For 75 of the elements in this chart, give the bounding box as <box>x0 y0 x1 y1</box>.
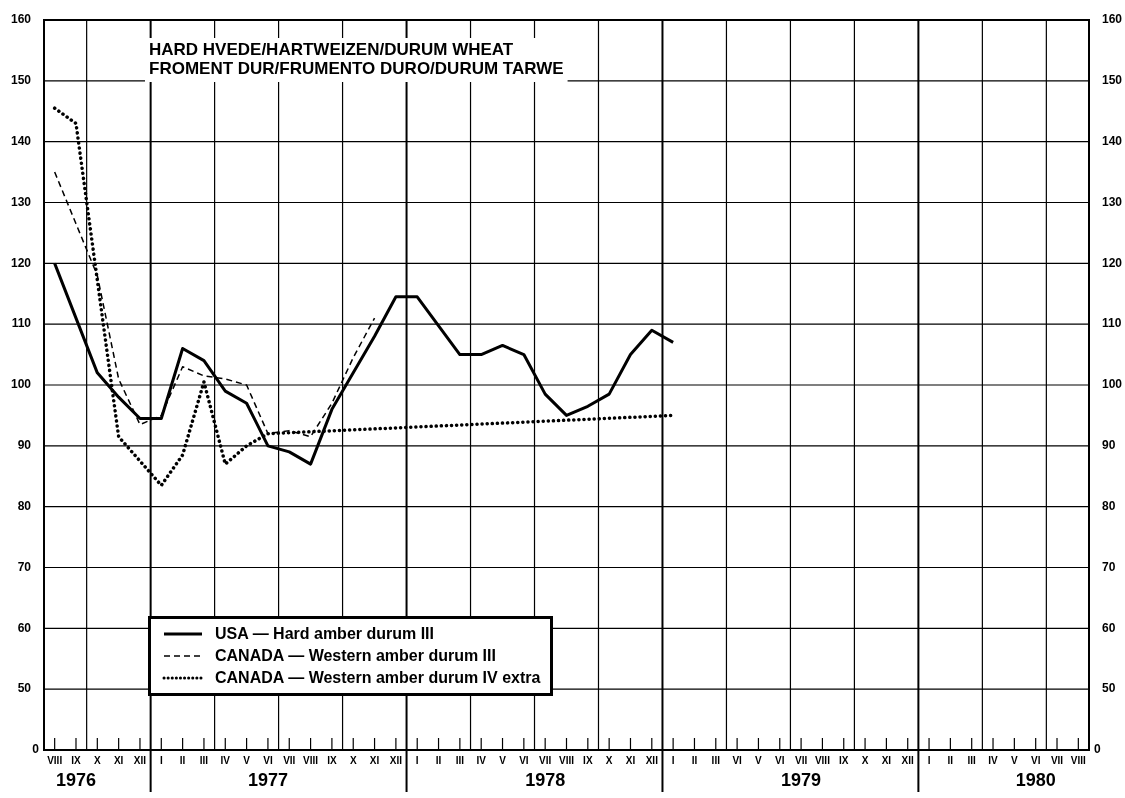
x-tick-label: V <box>499 754 507 766</box>
y2-tick-label: 110 <box>1102 316 1122 331</box>
y-tick-label: 60 <box>17 620 32 635</box>
x-tick-label: III <box>711 754 721 766</box>
x-tick-label: VIII <box>558 754 575 766</box>
x-tick-label: XI <box>881 754 892 766</box>
y-tick-label: 100 <box>10 377 32 392</box>
x-tick-label: II <box>435 754 442 766</box>
y-tick-label: 80 <box>17 498 32 513</box>
x-tick-label: I <box>927 754 931 766</box>
x-tick-label: XI <box>113 754 124 766</box>
y-tick-label: 50 <box>17 681 32 696</box>
x-tick-label: II <box>179 754 186 766</box>
y2-tick-label: 140 <box>1102 133 1123 148</box>
x-tick-label: IV <box>988 754 999 766</box>
y-tick-label: 120 <box>10 255 32 270</box>
x-tick-label: VI <box>519 754 529 766</box>
y-tick-label: 140 <box>10 133 32 148</box>
x-tick-label: I <box>415 754 419 766</box>
x-tick-label: I <box>671 754 675 766</box>
x-tick-label: V <box>243 754 251 766</box>
x-tick-label: X <box>93 754 101 766</box>
x-tick-label: VI <box>732 754 743 766</box>
x-tick-label: XII <box>389 754 403 766</box>
x-tick-label: VIII <box>814 754 831 766</box>
y2-tick-label: 70 <box>1102 559 1116 574</box>
text: 0 <box>1094 742 1101 757</box>
legend-label: CANADA — Western amber durum III <box>215 646 496 666</box>
x-tick-label: XII <box>133 754 147 766</box>
x-tick-label: X <box>605 754 613 766</box>
x-tick-label: XII <box>645 754 659 766</box>
x-tick-label: XII <box>901 754 915 766</box>
x-tick-label: VII <box>283 754 296 766</box>
x-tick-label: VIII <box>47 754 63 766</box>
text: FROMENT DUR/FRUMENTO DURO/DURUM TARWE <box>149 58 564 78</box>
text: 0 <box>32 742 40 757</box>
x-tick-label: IV <box>220 754 231 766</box>
y-tick-label: 110 <box>11 316 32 331</box>
x-tick-label: III <box>967 754 977 766</box>
x-tick-label: I <box>159 754 163 766</box>
y2-tick-label: 120 <box>1102 255 1123 270</box>
x-tick-label: VI <box>775 754 785 766</box>
x-tick-label: IV <box>476 754 487 766</box>
x-tick-label: IX <box>583 754 593 766</box>
legend-label: USA — Hard amber durum III <box>215 624 434 644</box>
x-tick-label: IX <box>327 754 337 766</box>
legend-label: CANADA — Western amber durum IV extra <box>215 668 541 688</box>
y2-tick-label: 60 <box>1102 620 1116 635</box>
x-tick-label: IX <box>839 754 849 766</box>
y2-tick-label: 90 <box>1102 438 1116 453</box>
x-tick-label: III <box>455 754 465 766</box>
x-tick-label: X <box>861 754 869 766</box>
y-tick-label: 150 <box>10 73 32 88</box>
y2-tick-label: 160 <box>1102 12 1123 27</box>
x-tick-label: V <box>1011 754 1019 766</box>
y-tick-label: 90 <box>17 438 32 453</box>
x-tick-label: XI <box>369 754 380 766</box>
x-tick-label: III <box>199 754 209 766</box>
y-tick-label: 160 <box>10 12 32 27</box>
y-tick-label: 70 <box>17 559 32 574</box>
x-tick-label: V <box>755 754 763 766</box>
y2-tick-label: 80 <box>1102 498 1116 513</box>
y2-tick-label: 50 <box>1102 681 1116 696</box>
x-tick-label: VIII <box>303 754 319 766</box>
y2-tick-label: 150 <box>1102 73 1123 88</box>
x-tick-label: II <box>947 754 954 766</box>
y-tick-label: 130 <box>10 194 32 209</box>
y2-tick-label: 100 <box>1102 377 1123 392</box>
x-tick-label: VII <box>1050 754 1064 766</box>
x-tick-label: X <box>349 754 357 766</box>
x-tick-label: VIII <box>1070 754 1087 766</box>
x-tick-label: XI <box>625 754 636 766</box>
text: HARD HVEDE/HARTWEIZEN/DURUM WHEAT <box>149 39 514 59</box>
y2-tick-label: 130 <box>1102 194 1123 209</box>
x-tick-label: II <box>691 754 698 766</box>
